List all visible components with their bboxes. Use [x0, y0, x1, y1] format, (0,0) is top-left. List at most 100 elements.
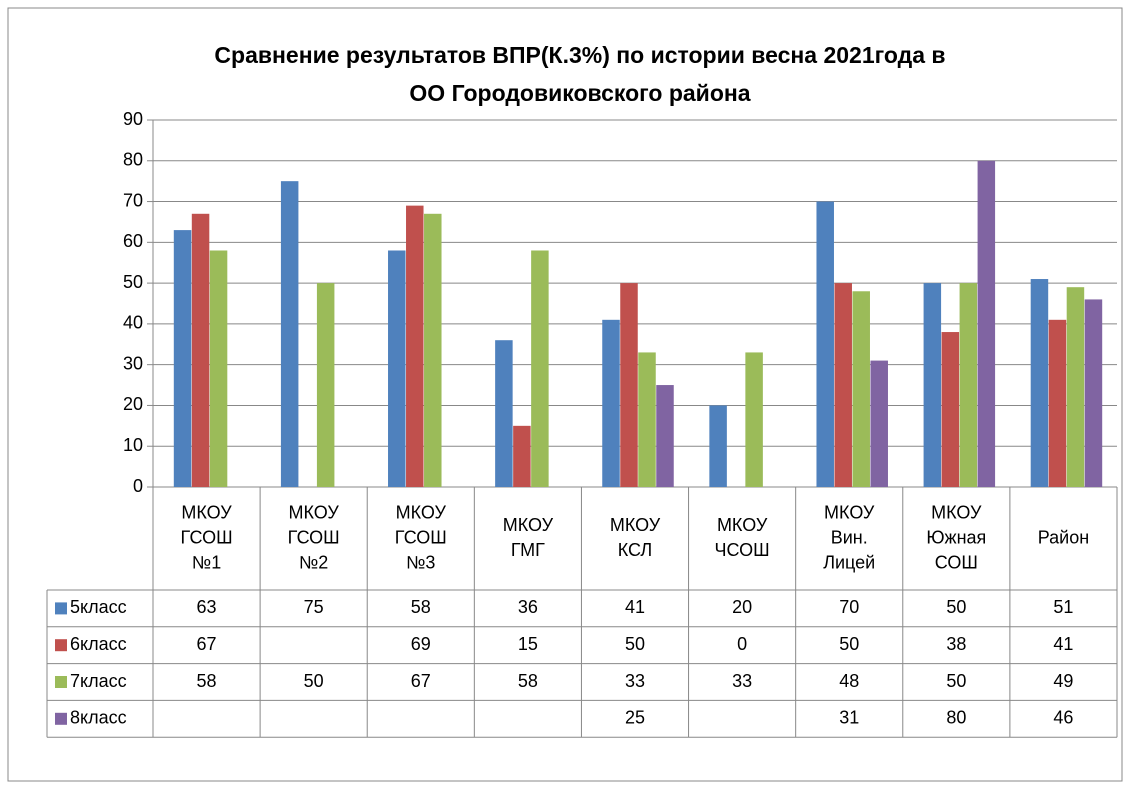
x-tick-label: СОШ [935, 552, 978, 572]
x-tick-label: №1 [192, 552, 221, 572]
bar [941, 332, 960, 487]
x-tick-label: МКОУ [503, 515, 554, 535]
bar [620, 283, 638, 487]
table-value: 20 [732, 597, 752, 617]
x-tick-label: Вин. [831, 527, 868, 547]
table-value: 50 [625, 634, 645, 654]
table-value: 50 [839, 634, 859, 654]
table-value: 33 [732, 671, 752, 691]
bar [870, 360, 888, 487]
table-value: 70 [839, 597, 859, 617]
chart-title: ОО Городовиковского района [409, 80, 750, 106]
bar [638, 352, 656, 487]
bar [316, 283, 335, 487]
bar [745, 352, 763, 487]
table-value: 58 [197, 671, 217, 691]
legend-swatch [55, 712, 67, 725]
bar [1030, 279, 1049, 487]
y-tick-label: 90 [123, 109, 143, 129]
bar [280, 181, 299, 487]
table-value: 48 [839, 671, 859, 691]
x-tick-label: №2 [299, 552, 328, 572]
y-tick-label: 50 [123, 272, 143, 292]
x-tick-label: КСЛ [618, 540, 653, 560]
table-value: 69 [411, 634, 431, 654]
table-value: 0 [737, 634, 747, 654]
bar [1084, 299, 1103, 487]
table-value: 63 [197, 597, 217, 617]
table-value: 75 [304, 597, 324, 617]
legend-label: 6класс [70, 634, 127, 654]
table-value: 38 [946, 634, 966, 654]
table-value: 50 [304, 671, 324, 691]
y-tick-label: 30 [123, 353, 143, 373]
table-value: 58 [411, 597, 431, 617]
x-tick-label: Район [1038, 527, 1089, 547]
legend-swatch [55, 639, 67, 652]
table-value: 67 [411, 671, 431, 691]
x-tick-label: МКОУ [289, 502, 340, 522]
bar [424, 213, 442, 488]
bar [852, 291, 870, 487]
legend-label: 8класс [70, 708, 127, 728]
bar [1066, 287, 1085, 487]
bar [709, 405, 727, 487]
x-tick-label: №3 [406, 552, 435, 572]
chart-title: Сравнение результатов ВПР(К.3%) по истор… [214, 42, 945, 68]
bar [191, 213, 210, 488]
bar [959, 283, 978, 487]
table-value: 46 [1053, 708, 1073, 728]
table-value: 80 [946, 708, 966, 728]
y-tick-label: 60 [123, 231, 143, 251]
bar [923, 283, 942, 487]
table-value: 50 [946, 597, 966, 617]
table-value: 25 [625, 708, 645, 728]
x-tick-label: МКОУ [717, 515, 768, 535]
table-value: 41 [625, 597, 645, 617]
bar [513, 425, 531, 487]
bar [495, 340, 513, 487]
table-value: 51 [1053, 597, 1073, 617]
x-tick-label: Южная [926, 527, 986, 547]
x-tick-label: ЧСОШ [715, 540, 770, 560]
y-tick-label: 0 [133, 476, 143, 496]
legend-label: 5класс [70, 597, 127, 617]
table-value: 67 [197, 634, 217, 654]
table-value: 58 [518, 671, 538, 691]
table-value: 41 [1053, 634, 1073, 654]
y-tick-label: 20 [123, 394, 143, 414]
table-value: 31 [839, 708, 859, 728]
bar [388, 250, 406, 487]
x-tick-label: МКОУ [396, 502, 447, 522]
table-value: 36 [518, 597, 538, 617]
legend-swatch [55, 676, 67, 688]
bar [209, 250, 228, 487]
legend-swatch [55, 602, 67, 615]
bar [173, 230, 192, 487]
x-tick-label: ГСОШ [181, 527, 233, 547]
x-tick-label: Лицей [823, 552, 875, 572]
x-tick-label: МКОУ [824, 502, 875, 522]
y-tick-label: 10 [123, 435, 143, 455]
bar [977, 160, 996, 487]
table-value: 33 [625, 671, 645, 691]
x-tick-label: ГСОШ [288, 527, 340, 547]
bar [1048, 319, 1067, 487]
y-tick-label: 40 [123, 313, 143, 333]
legend-label: 7класс [70, 671, 127, 691]
bar [656, 385, 674, 487]
y-tick-label: 70 [123, 190, 143, 210]
bar [406, 205, 424, 487]
bar [834, 283, 852, 487]
table-value: 50 [946, 671, 966, 691]
x-tick-label: МКОУ [181, 502, 232, 522]
bar [816, 201, 834, 488]
x-tick-label: ГМГ [511, 540, 545, 560]
bar [531, 250, 549, 487]
x-tick-label: МКОУ [931, 502, 982, 522]
y-tick-label: 80 [123, 150, 143, 170]
x-tick-label: МКОУ [610, 515, 661, 535]
bar [602, 319, 620, 487]
table-value: 49 [1053, 671, 1073, 691]
